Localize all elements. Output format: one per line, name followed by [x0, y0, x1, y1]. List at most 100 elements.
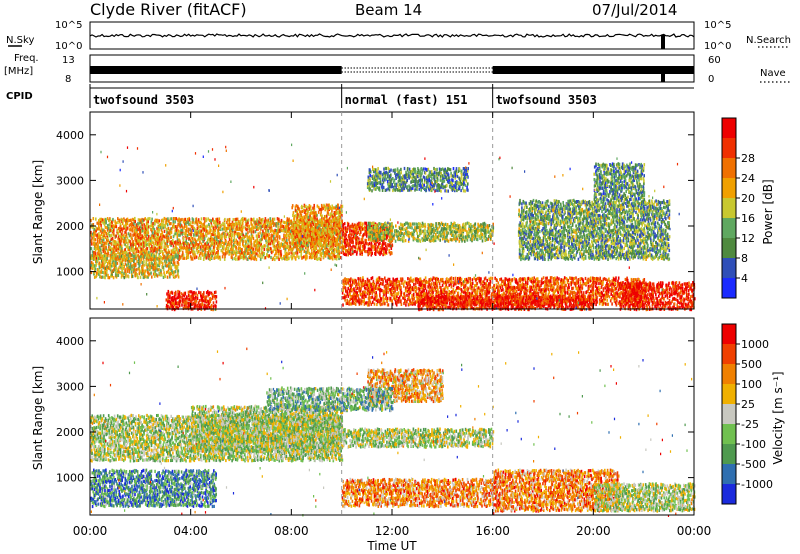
data-cell — [221, 236, 223, 241]
data-cell — [196, 296, 199, 301]
data-cell — [426, 229, 428, 234]
data-cell — [130, 253, 132, 257]
data-cell — [341, 218, 343, 222]
data-cell — [367, 286, 370, 290]
data-cell — [162, 265, 165, 269]
data-cell — [203, 252, 206, 256]
data-cell — [326, 214, 328, 218]
data-cell — [306, 242, 308, 246]
data-cell — [355, 290, 357, 294]
data-cell — [443, 236, 445, 240]
data-cell — [151, 240, 153, 244]
nsky-tick-top: 10^5 — [55, 20, 82, 31]
data-cell — [325, 216, 328, 220]
data-cell — [352, 229, 355, 233]
data-cell — [305, 250, 307, 254]
data-cell — [242, 218, 244, 222]
data-cell — [203, 247, 206, 252]
data-cell — [150, 261, 152, 266]
data-cell — [178, 254, 181, 258]
data-cell — [316, 235, 319, 239]
data-cell — [207, 289, 209, 294]
data-cell — [358, 237, 360, 241]
data-cell — [305, 234, 307, 238]
data-cell — [211, 293, 214, 297]
data-cell — [444, 235, 447, 239]
data-cell — [165, 303, 168, 308]
data-cell — [96, 247, 99, 251]
data-cell — [446, 223, 449, 227]
data-cell — [201, 301, 203, 305]
data-cell — [201, 250, 204, 254]
data-cell — [317, 220, 320, 224]
data-cell — [152, 241, 155, 245]
data-cell — [283, 229, 286, 233]
data-cell — [313, 206, 316, 210]
data-cell — [97, 258, 99, 262]
data-cell — [185, 225, 188, 229]
data-cell — [177, 275, 180, 279]
data-cell — [249, 253, 252, 257]
data-cell — [129, 222, 132, 227]
data-cell — [298, 220, 300, 224]
data-cell — [349, 228, 351, 232]
data-cell — [213, 238, 216, 242]
data-cell — [178, 233, 180, 237]
data-cell — [97, 251, 99, 255]
data-cell — [108, 247, 110, 251]
data-cell — [339, 225, 342, 230]
data-cell — [345, 282, 347, 286]
data-cell — [298, 243, 300, 247]
data-cell — [181, 232, 184, 236]
data-cell — [153, 234, 155, 238]
data-cell — [209, 226, 211, 230]
data-cell — [367, 253, 369, 257]
data-cell — [336, 246, 338, 250]
data-cell — [202, 247, 205, 251]
data-cell — [250, 257, 253, 261]
data-cell — [101, 220, 103, 224]
data-cell — [309, 237, 311, 241]
data-cell — [311, 251, 313, 255]
data-cell — [188, 232, 190, 236]
data-cell — [328, 203, 330, 207]
data-cell — [171, 304, 174, 309]
data-cell — [375, 233, 377, 237]
data-cell — [111, 258, 113, 262]
data-cell — [466, 221, 469, 225]
data-cell — [481, 232, 483, 236]
data-cell — [172, 305, 174, 309]
data-cell — [314, 237, 316, 241]
data-cell — [186, 296, 188, 300]
data-cell — [283, 233, 286, 238]
data-cell — [216, 255, 218, 259]
data-cell — [336, 224, 338, 228]
data-cell — [287, 248, 290, 252]
data-cell — [198, 303, 201, 307]
data-cell — [364, 280, 367, 284]
data-cell — [459, 228, 462, 232]
data-cell — [113, 266, 116, 270]
data-cell — [109, 225, 112, 229]
data-cell — [286, 255, 288, 259]
data-cell — [337, 223, 340, 227]
data-cell — [99, 236, 101, 240]
data-cell — [368, 233, 371, 237]
data-cell — [293, 251, 295, 255]
data-cell — [337, 234, 339, 239]
data-cell — [161, 250, 164, 254]
data-cell — [145, 269, 147, 273]
data-cell — [314, 245, 316, 249]
data-cell — [130, 242, 133, 246]
data-cell — [357, 280, 360, 284]
data-cell — [147, 263, 149, 267]
data-cell — [187, 251, 190, 255]
data-cell — [175, 274, 177, 278]
data-cell — [317, 231, 319, 236]
data-cell — [187, 301, 190, 305]
data-cell — [328, 243, 330, 247]
data-cell — [349, 297, 351, 301]
data-cell — [453, 237, 456, 241]
data-cell — [273, 240, 275, 245]
data-cell — [260, 249, 263, 253]
